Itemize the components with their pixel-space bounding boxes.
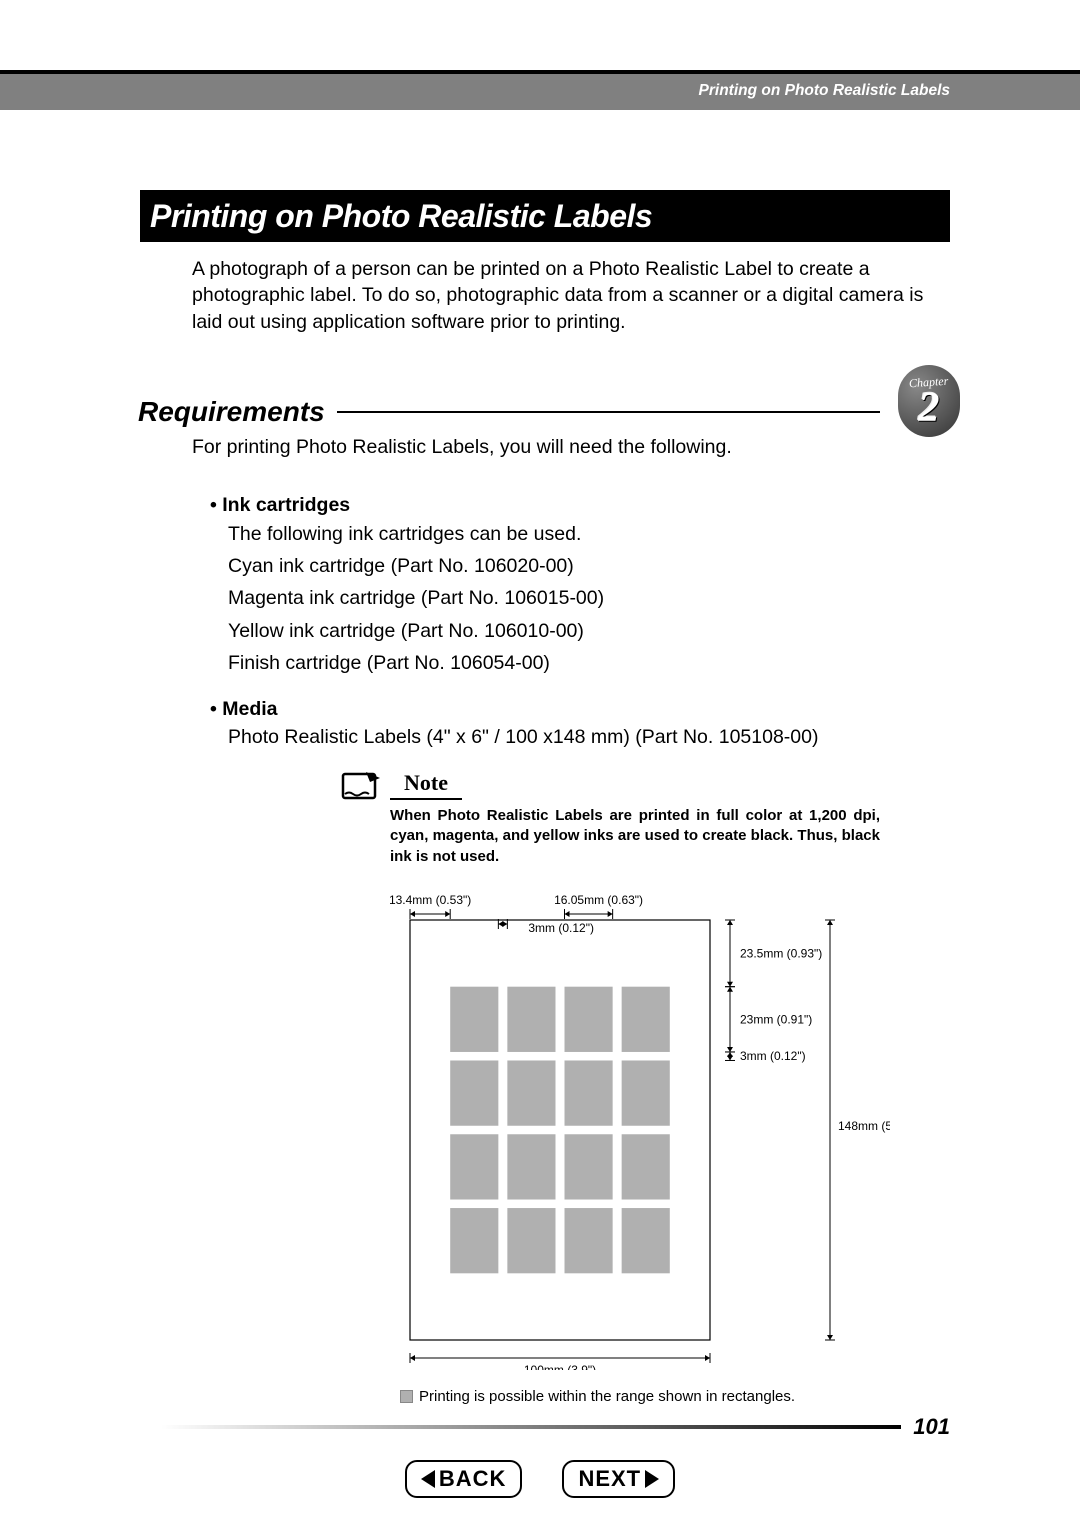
bullet-media-head: Media xyxy=(228,698,920,721)
page-number: 101 xyxy=(913,1414,950,1440)
bullet-ink-head: Ink cartridges xyxy=(228,494,920,517)
intro-text: A photograph of a person can be printed … xyxy=(192,256,950,335)
chapter-number: 2 xyxy=(919,390,940,428)
nav-buttons: BACK NEXT xyxy=(0,1460,1080,1498)
svg-text:148mm (5.8"): 148mm (5.8") xyxy=(838,1119,890,1133)
triangle-left-icon xyxy=(421,1470,435,1488)
svg-text:3mm (0.12"): 3mm (0.12") xyxy=(740,1049,806,1063)
note-label: Note xyxy=(390,770,462,800)
subheader: Requirements xyxy=(130,396,333,428)
back-label: BACK xyxy=(439,1466,507,1492)
bullet-media-line: Photo Realistic Labels (4" x 6" / 100 x1… xyxy=(228,723,920,751)
bullet-ink-line1: The following ink cartridges can be used… xyxy=(228,519,920,549)
footer-rule xyxy=(161,1425,901,1429)
bullet-media: Media Photo Realistic Labels (4" x 6" / … xyxy=(228,698,920,751)
back-button[interactable]: BACK xyxy=(405,1460,523,1498)
bullet-ink-line4: Yellow ink cartridge (Part No. 106010-00… xyxy=(228,616,920,646)
subheader-rule xyxy=(337,411,880,413)
svg-text:3mm (0.12"): 3mm (0.12") xyxy=(528,921,594,935)
page-number-bar: 101 xyxy=(161,1414,950,1440)
svg-text:100mm (3.9"): 100mm (3.9") xyxy=(524,1363,596,1370)
bullet-ink-line3: Magenta ink cartridge (Part No. 106015-0… xyxy=(228,583,920,613)
svg-text:23.5mm (0.93"): 23.5mm (0.93") xyxy=(740,946,822,960)
svg-text:23mm (0.91"): 23mm (0.91") xyxy=(740,1012,812,1026)
running-head: Printing on Photo Realistic Labels xyxy=(699,82,950,100)
bullet-ink: Ink cartridges The following ink cartrid… xyxy=(228,494,920,678)
section-title-bar: Printing on Photo Realistic Labels xyxy=(130,190,950,242)
chapter-word: Chapter xyxy=(909,373,949,391)
note-text: When Photo Realistic Labels are printed … xyxy=(390,806,880,867)
note-box: Note When Photo Realistic Labels are pri… xyxy=(390,770,880,867)
note-icon xyxy=(340,768,382,802)
chapter-tab: Chapter 2 xyxy=(898,365,960,437)
header-bar: Printing on Photo Realistic Labels xyxy=(0,70,1080,110)
subheader-row: Requirements xyxy=(130,396,880,428)
next-button[interactable]: NEXT xyxy=(562,1460,675,1498)
section-title: Printing on Photo Realistic Labels xyxy=(150,198,652,235)
triangle-right-icon xyxy=(645,1470,659,1488)
svg-text:16.05mm (0.63"): 16.05mm (0.63") xyxy=(554,893,643,907)
bullet-ink-line5: Finish cartridge (Part No. 106054-00) xyxy=(228,648,920,678)
label-layout-diagram: 13.4mm (0.53") 16.05mm (0.63") 3mm (0.12")… xyxy=(390,890,890,1370)
svg-text:13.4mm (0.53"): 13.4mm (0.53") xyxy=(390,893,471,907)
next-label: NEXT xyxy=(578,1466,641,1492)
requirements-intro: For printing Photo Realistic Labels, you… xyxy=(192,436,732,459)
bullet-ink-line2: Cyan ink cartridge (Part No. 106020-00) xyxy=(228,551,920,581)
footer: 101 BACK NEXT xyxy=(0,1386,1080,1516)
